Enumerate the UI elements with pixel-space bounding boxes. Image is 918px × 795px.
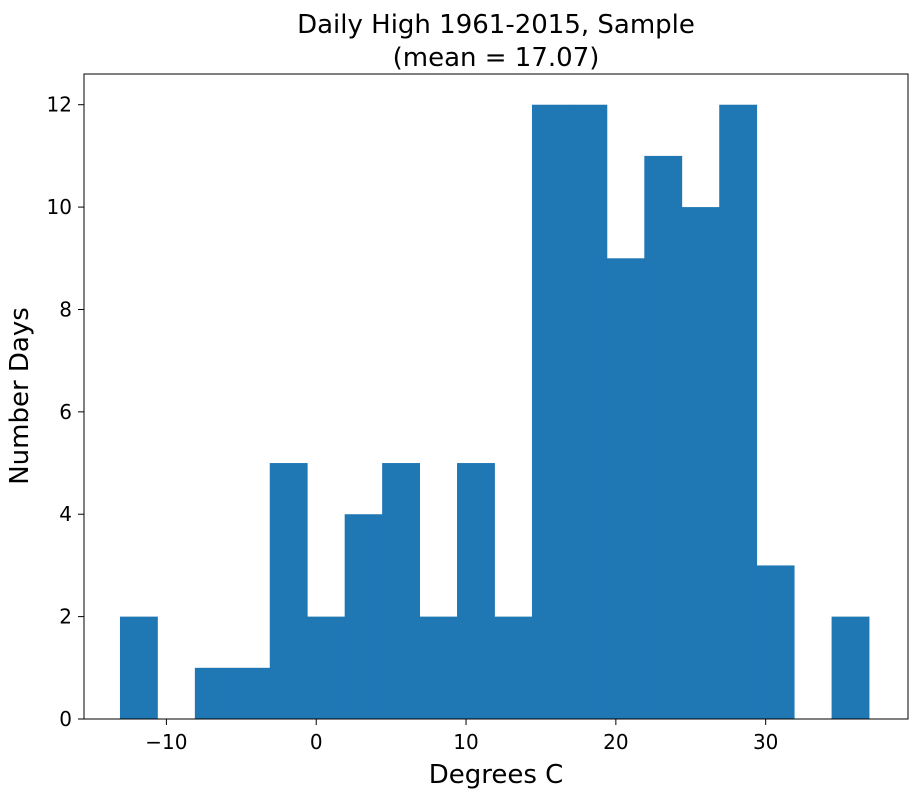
y-tick-label: 2 xyxy=(59,605,72,629)
histogram-bar xyxy=(382,463,420,719)
chart-title-line-2: (mean = 17.07) xyxy=(393,43,600,73)
histogram-bar xyxy=(457,463,495,719)
histogram-bar xyxy=(307,616,346,719)
plot-frame xyxy=(83,73,909,720)
histogram-bar xyxy=(569,104,608,719)
y-axis-ticks: 0 2 4 6 8 10 12 xyxy=(47,93,84,731)
y-tick-label: 4 xyxy=(59,502,72,526)
histogram-bar xyxy=(606,258,645,719)
y-tick-label: 6 xyxy=(59,400,72,424)
histogram-bar xyxy=(119,616,158,719)
y-axis-label: Number Days xyxy=(5,307,35,485)
y-tick-label: 8 xyxy=(59,297,72,321)
y-tick-label: 10 xyxy=(47,195,72,219)
histogram-bar xyxy=(756,565,795,719)
x-axis-label: Degrees C xyxy=(429,760,564,790)
y-tick-label: 0 xyxy=(59,707,72,731)
histogram-bar xyxy=(232,667,271,719)
x-tick-label: 0 xyxy=(310,730,323,754)
x-tick-label: 10 xyxy=(453,730,478,754)
x-tick-label: 20 xyxy=(603,730,628,754)
histogram-bar xyxy=(194,667,233,719)
histogram-bar xyxy=(531,104,570,719)
y-tick-label: 12 xyxy=(47,93,72,117)
histogram-bar xyxy=(344,514,383,719)
histogram-bar xyxy=(831,616,870,719)
histogram-bar xyxy=(269,463,308,719)
x-axis-ticks: −10 0 10 20 30 xyxy=(145,719,778,754)
histogram-bar xyxy=(681,207,720,719)
histogram-bar xyxy=(494,616,533,719)
histogram-bar xyxy=(419,616,458,719)
histogram-bar xyxy=(719,104,758,719)
chart-title-line-1: Daily High 1961-2015, Sample xyxy=(297,10,695,40)
x-tick-label: −10 xyxy=(145,730,187,754)
histogram-bars xyxy=(119,104,870,719)
histogram-bar xyxy=(644,155,683,719)
x-tick-label: 30 xyxy=(753,730,778,754)
